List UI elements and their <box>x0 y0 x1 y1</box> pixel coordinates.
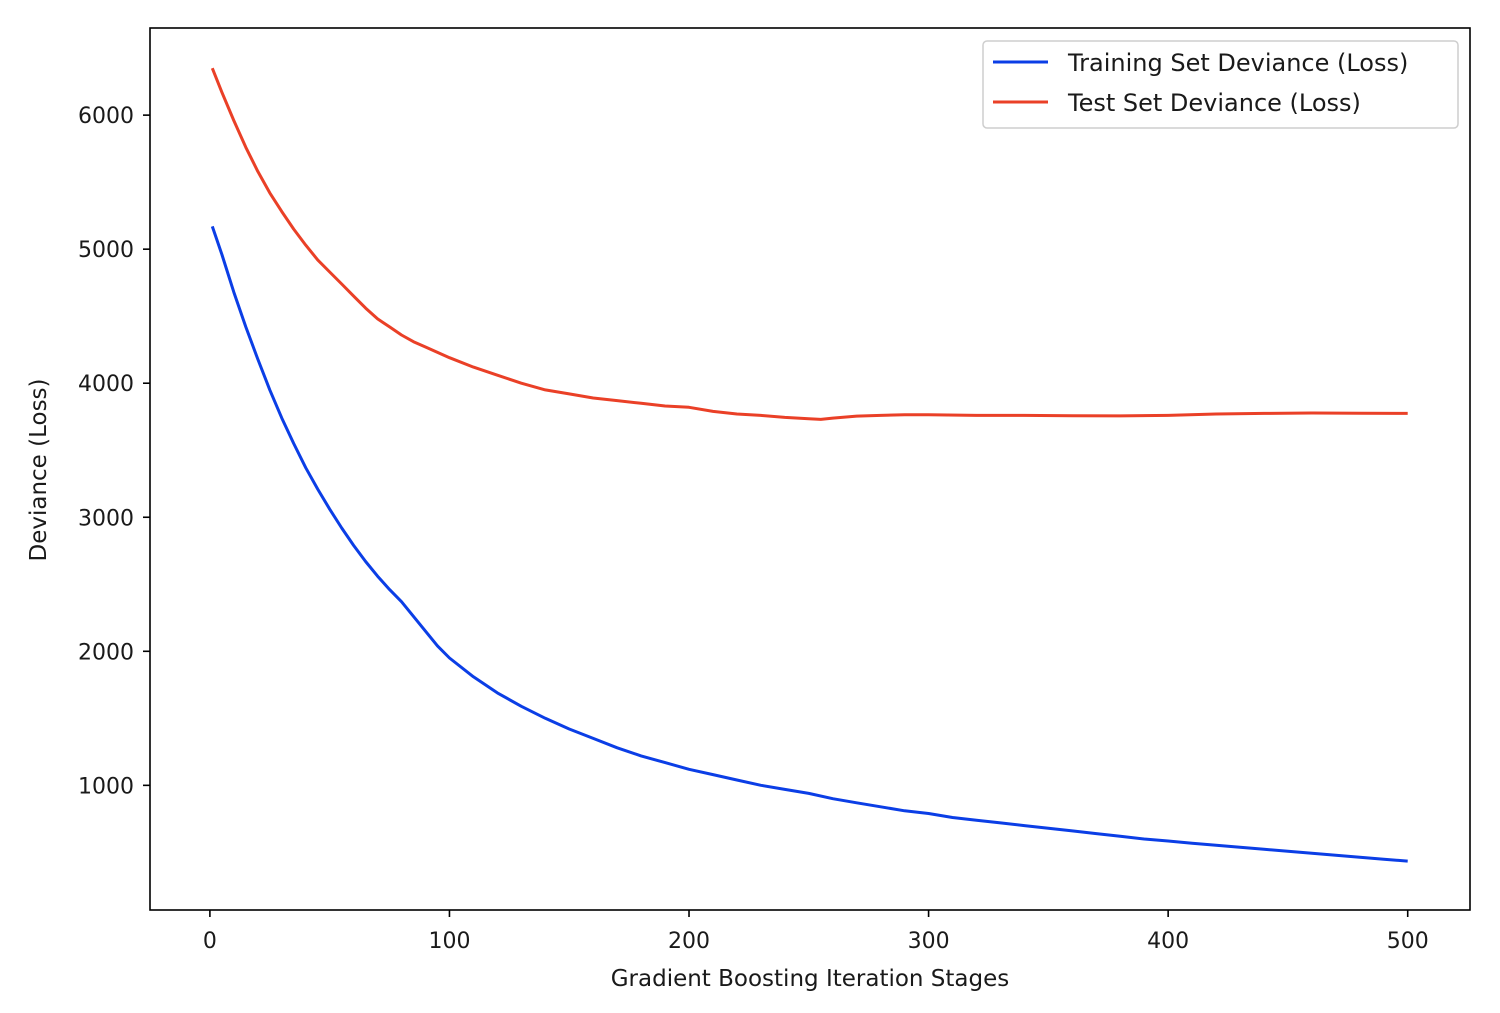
test-deviance-line <box>210 67 1408 421</box>
x-axis-label: Gradient Boosting Iteration Stages <box>611 966 1010 992</box>
y-tick-label-4: 5000 <box>78 238 134 263</box>
x-tick-label-0: 0 <box>203 929 217 954</box>
x-tick-label-5: 500 <box>1387 929 1429 954</box>
x-axis-ticks: 0 100 200 300 400 500 <box>203 910 1429 954</box>
y-tick-label-5: 6000 <box>78 104 134 129</box>
legend-entry-training: Training Set Deviance (Loss) <box>1067 49 1408 77</box>
training-deviance-line <box>210 225 1408 863</box>
lines-layer <box>210 67 1408 863</box>
y-tick-label-3: 4000 <box>78 372 134 397</box>
y-axis-label: Deviance (Loss) <box>26 378 52 561</box>
x-tick-label-1: 100 <box>428 929 470 954</box>
legend: Training Set Deviance (Loss) Test Set De… <box>982 40 1459 129</box>
plot-area <box>149 27 1471 911</box>
legend-entry-test: Test Set Deviance (Loss) <box>1067 89 1361 117</box>
y-axis-ticks: 1000 2000 3000 4000 5000 6000 <box>78 104 150 799</box>
x-tick-label-4: 400 <box>1147 929 1189 954</box>
x-tick-label-2: 200 <box>668 929 710 954</box>
x-tick-label-3: 300 <box>908 929 950 954</box>
y-tick-label-1: 2000 <box>78 640 134 665</box>
y-tick-label-2: 3000 <box>78 506 134 531</box>
legend-frame <box>982 40 1459 129</box>
y-tick-label-0: 1000 <box>78 774 134 799</box>
